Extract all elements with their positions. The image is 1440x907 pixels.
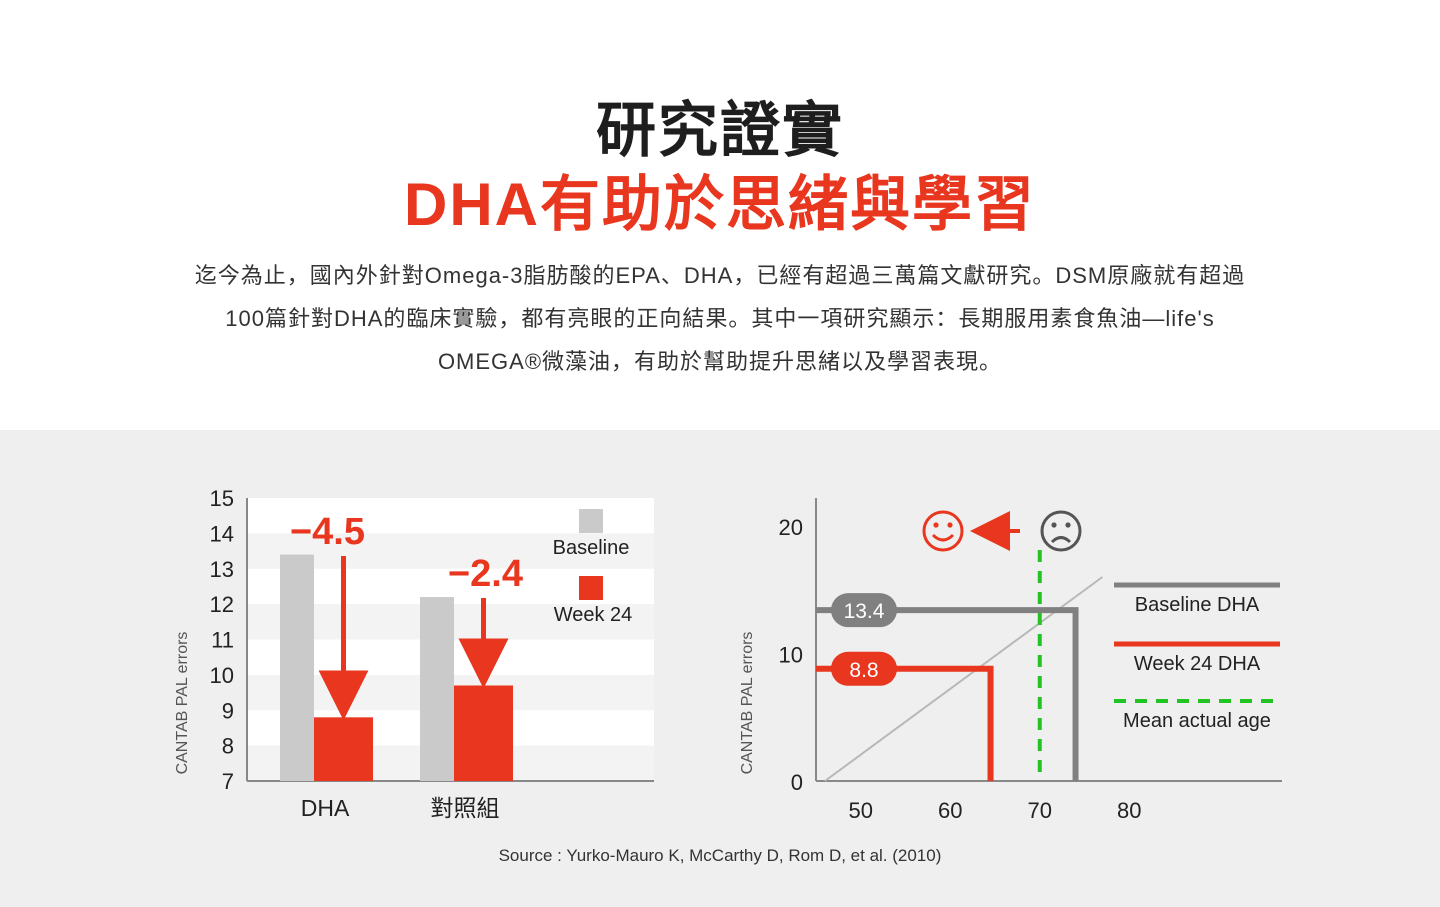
x-tick-label: 80: [1117, 798, 1141, 823]
page-subtitle: DHA有助於思緒與學習: [404, 171, 1036, 238]
bar-week24: [314, 717, 373, 781]
legend-label-week24: Week 24 DHA: [1134, 653, 1261, 675]
intro-line-1: 迄今為止，國內外針對Omega-3脂肪酸的EPA、DHA，已經有超過三萬篇文獻研…: [194, 263, 1246, 288]
chart-section: [0, 430, 1440, 907]
badge-week24: [831, 651, 897, 686]
legend-label-week24: Week 24: [554, 604, 633, 626]
badge-baseline-label: 13.4: [844, 600, 885, 623]
week24-dha-line: [816, 665, 994, 781]
legend-label-baseline: Baseline: [553, 537, 630, 559]
grid-band: [247, 533, 654, 569]
x-tick-label: 60: [938, 798, 962, 823]
badge-week24-label: 8.8: [849, 659, 878, 682]
hero-section: 研究證實 DHA有助於思緒與學習 迄今為止，國內外針對Omega-3脂肪酸的EP…: [0, 0, 1440, 430]
x-tick-label: 70: [1028, 798, 1052, 823]
bar-baseline: [420, 597, 454, 781]
y-tick-label: 11: [211, 628, 234, 653]
smiley-face: [922, 510, 964, 552]
change-annotation: −4.5: [290, 511, 365, 553]
sad-face-icon: [1040, 510, 1082, 552]
x-tick-label: 50: [849, 798, 873, 823]
y-tick-label: 10: [779, 643, 803, 668]
y-axis-label: CANTAB PAL errors: [174, 632, 191, 775]
intro-paragraph: 迄今為止，國內外針對Omega-3脂肪酸的EPA、DHA，已經有超過三萬篇文獻研…: [130, 254, 1310, 383]
baseline-dha-line: [816, 607, 1079, 781]
legend-swatch-week24: [579, 576, 603, 600]
bar-week24: [454, 685, 513, 781]
page-title: 研究證實: [596, 97, 844, 164]
y-tick-label: 20: [779, 515, 803, 540]
y-tick-label: 15: [210, 486, 234, 511]
sad-mouth: [1050, 536, 1072, 544]
y-axis-label: CANTAB PAL errors: [739, 632, 756, 775]
x-category-label: 對照組: [431, 795, 500, 821]
badge-baseline: [831, 593, 897, 628]
smiley-eye: [933, 522, 939, 528]
sad-face: [1040, 510, 1082, 552]
x-category-label: DHA: [301, 795, 350, 821]
intro-line-2: 100篇針對DHA的臨床實驗，都有亮眼的正向結果。其中一項研究顯示：長期服用素食…: [225, 306, 1215, 331]
source-citation: Source : Yurko-Mauro K, McCarthy D, Rom …: [498, 846, 942, 865]
y-tick-label: 13: [210, 557, 234, 582]
y-tick-label: 12: [210, 592, 234, 617]
sad-eye: [1065, 522, 1071, 528]
intro-line-3: OMEGA®微藻油，有助於幫助提升思緒以及學習表現。: [437, 349, 1003, 374]
bar-chart-pal-errors: 15 14 13 12 11 10 9 8 7 CANTAB PAL errors DHA −4.5 對…: [174, 486, 654, 821]
smiley-eye: [947, 522, 953, 528]
smiley-icon: [922, 510, 964, 552]
y-tick-label: 14: [210, 521, 234, 546]
legend-swatch-baseline: [579, 509, 603, 533]
y-tick-label: 8: [222, 734, 234, 759]
y-tick-label: 7: [222, 769, 234, 794]
sad-eye: [1051, 522, 1057, 528]
legend-label-age: Mean actual age: [1123, 710, 1271, 732]
bar-baseline: [280, 554, 314, 781]
line-chart-brain-age: 20 10 0 50 60 70 80 CANTAB PAL errors 13.4 8.8 Bas…: [739, 498, 1282, 823]
y-tick-label: 0: [791, 770, 803, 795]
y-tick-label: 10: [210, 663, 234, 688]
legend-label-baseline: Baseline DHA: [1135, 594, 1260, 616]
y-tick-label: 9: [222, 698, 234, 723]
smiley-mouth: [931, 533, 955, 542]
change-annotation: −2.4: [448, 553, 523, 595]
